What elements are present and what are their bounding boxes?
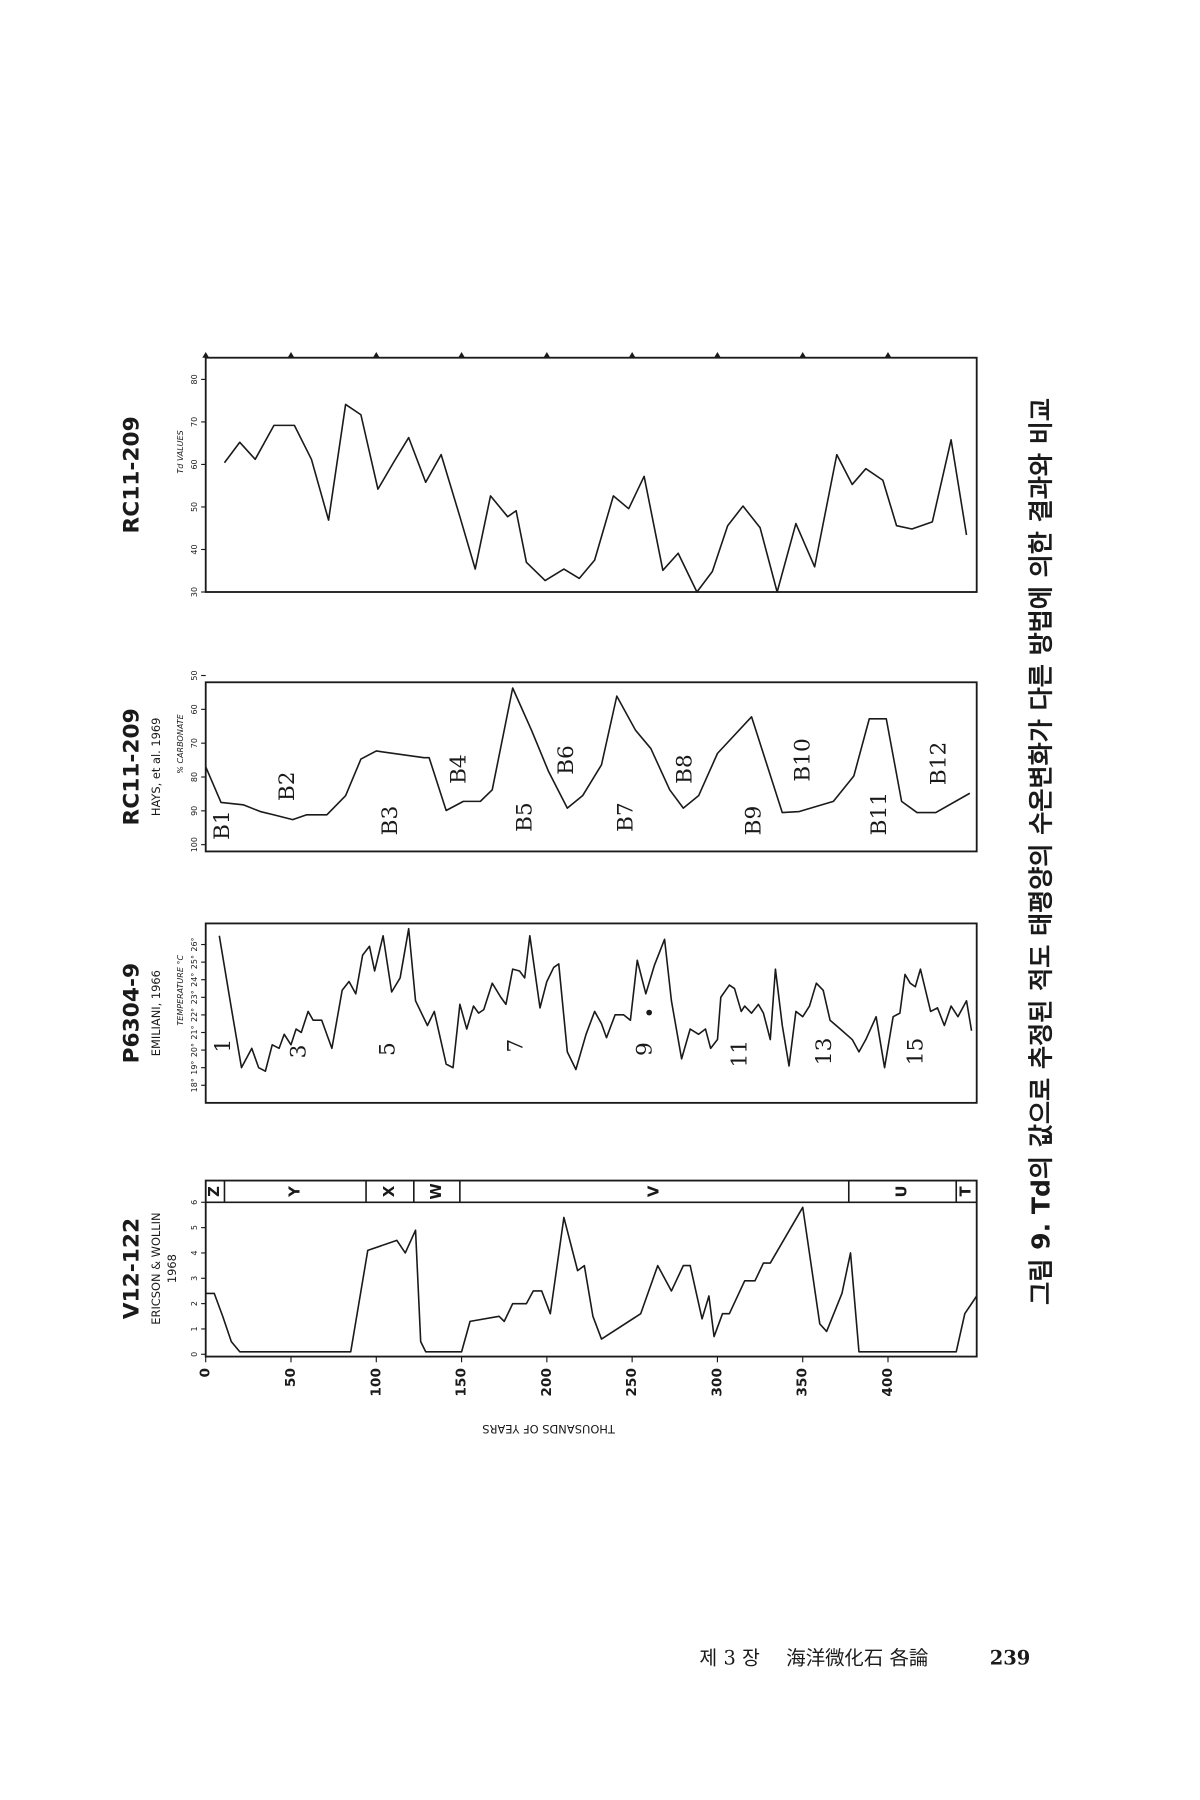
panel-title: RC11-209 <box>120 416 145 533</box>
annotation: B9 <box>741 806 766 836</box>
panel-frame <box>204 356 978 593</box>
data-line <box>204 687 971 821</box>
y-tick-label: 80 <box>190 374 199 384</box>
annotation: 15 <box>904 1038 929 1066</box>
y-tick-label: 70 <box>190 417 199 427</box>
top-tick <box>628 352 636 358</box>
y-tick-label: 4 <box>190 1250 199 1255</box>
zone-label: T <box>956 1185 974 1196</box>
y-tick-label: 24° <box>190 973 199 987</box>
y-tick-label: 19° <box>190 1061 199 1075</box>
x-tick-label: 100 <box>368 1368 384 1397</box>
annotation: B7 <box>613 802 638 832</box>
x-tick-label: 300 <box>709 1368 725 1397</box>
y-tick-label: 20° <box>190 1043 199 1057</box>
panel-subtitle: ERICSON & WOLLIN <box>149 1212 163 1324</box>
panel-title: P6304-9 <box>120 963 145 1063</box>
y-tick-label: 1 <box>190 1326 199 1331</box>
y-tick-label: 2 <box>190 1301 199 1306</box>
annotation: 13 <box>812 1038 837 1066</box>
top-tick <box>287 352 295 358</box>
x-tick-label: 250 <box>624 1368 640 1397</box>
y-tick-label: 26° <box>190 937 199 951</box>
zone-label: X <box>380 1185 398 1197</box>
annotation: B1 <box>210 810 235 840</box>
annotation: 1 <box>211 1039 236 1053</box>
annotation: B5 <box>513 802 538 832</box>
annotation: 3 <box>286 1045 311 1059</box>
y-tick-label: 90 <box>190 806 199 816</box>
top-tick <box>714 352 721 358</box>
y-tick-label: 50 <box>190 670 199 680</box>
y-tick-label: 3 <box>190 1276 199 1281</box>
x-tick-label: 0 <box>198 1368 214 1378</box>
annotation: B6 <box>554 745 579 775</box>
x-tick-label: 150 <box>454 1368 470 1397</box>
annotation: B10 <box>790 738 815 782</box>
x-axis-title: THOUSANDS OF YEARS <box>482 1422 616 1436</box>
y-tick-label: 22° <box>190 1008 199 1022</box>
y-tick-label: 30 <box>190 587 199 597</box>
panel-subtitle: HAYS, et al. 1969 <box>149 718 163 817</box>
x-tick-label: 50 <box>283 1368 299 1387</box>
annotation: B12 <box>926 742 951 786</box>
annotation: 11 <box>728 1040 753 1068</box>
zone-label: U <box>892 1185 910 1197</box>
chapter: 제 3 장 <box>699 1646 760 1669</box>
panel-frame <box>204 922 978 1104</box>
panel-title: RC11-209 <box>120 708 145 825</box>
zone-label: W <box>427 1183 445 1199</box>
page-number: 239 <box>990 1646 1031 1669</box>
caption: 그림 9. Td의 값으로 추정된 적도 태평양의 수온변화가 다른 방법에 의… <box>1026 398 1055 1305</box>
y-tick-label: 18° <box>190 1078 199 1092</box>
zone-label: Y <box>285 1186 303 1198</box>
panel-subtitle: EMILIANI, 1966 <box>149 970 163 1056</box>
y-tick-label: 0 <box>190 1352 199 1357</box>
annotation: B8 <box>673 754 698 784</box>
data-line <box>223 403 968 593</box>
y-tick-label: 40 <box>190 544 199 554</box>
section: 海洋微化石 各論 <box>786 1646 928 1669</box>
y-tick-label: 60 <box>190 704 199 714</box>
panel-frame <box>204 1179 978 1358</box>
top-tick <box>458 352 465 358</box>
y-tick-label: 70 <box>190 738 199 748</box>
y-tick-label: 6 <box>190 1200 199 1205</box>
data-line <box>218 927 973 1072</box>
y-tick-label: 21° <box>190 1025 199 1039</box>
annotation: 7 <box>504 1039 529 1053</box>
annotation: 5 <box>376 1042 401 1056</box>
y-tick-label: 25° <box>190 955 199 969</box>
dot <box>646 1009 652 1016</box>
y-axis-title: Td VALUES <box>176 430 185 473</box>
x-tick-label: 400 <box>880 1368 896 1397</box>
y-tick-label: 23° <box>190 990 199 1004</box>
y-tick-label: 80 <box>190 772 199 782</box>
y-axis-title: TEMPERATURE °C <box>176 955 185 1026</box>
zone-label: Z <box>205 1186 223 1197</box>
top-tick <box>543 352 551 358</box>
panel-title: V12-122 <box>120 1218 145 1319</box>
y-axis-title: % CARBONATE <box>176 713 185 773</box>
top-tick <box>884 352 892 358</box>
annotation: B3 <box>378 806 403 836</box>
top-tick <box>799 352 807 358</box>
zone-label: V <box>644 1185 662 1197</box>
y-tick-label: 5 <box>190 1225 199 1230</box>
y-tick-label: 50 <box>190 502 199 512</box>
x-tick-label: 200 <box>539 1368 555 1397</box>
panel-year: 1968 <box>165 1254 179 1283</box>
annotation: B11 <box>867 792 892 836</box>
annotation: B4 <box>446 754 471 784</box>
y-tick-label: 60 <box>190 459 199 469</box>
x-tick-label: 350 <box>795 1368 811 1397</box>
y-tick-label: 100 <box>190 837 199 852</box>
top-tick <box>372 352 380 358</box>
top-tick <box>202 352 210 358</box>
data-line <box>205 1206 978 1353</box>
annotation: 9 <box>633 1042 658 1056</box>
annotation: B2 <box>275 771 300 801</box>
